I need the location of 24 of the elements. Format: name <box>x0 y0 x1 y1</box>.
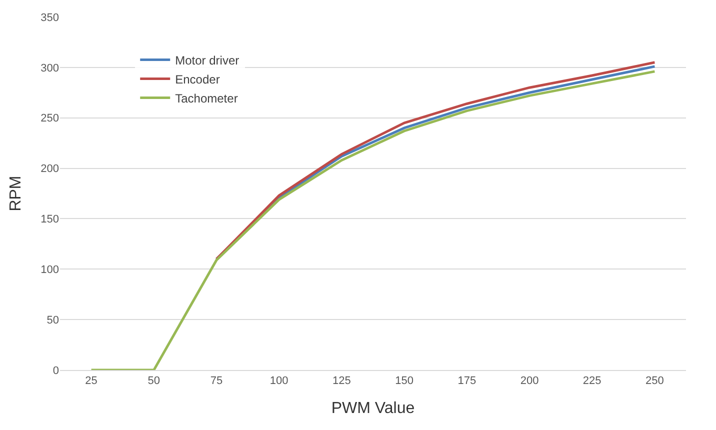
x-tick-label: 250 <box>646 375 664 388</box>
y-tick-label: 0 <box>52 364 59 377</box>
legend-label: Motor driver <box>175 53 240 68</box>
x-axis-title: PWM Value <box>331 400 415 417</box>
x-tick-label: 125 <box>332 375 351 388</box>
x-tick-label: 100 <box>270 375 288 388</box>
y-tick-label: 150 <box>40 214 59 226</box>
x-tick-label: 175 <box>458 375 476 388</box>
y-tick-label: 300 <box>40 62 59 74</box>
legend-label: Encoder <box>175 72 220 86</box>
x-tick-label: 25 <box>85 375 98 388</box>
line-series <box>90 70 656 370</box>
y-tick-label: 250 <box>40 112 59 125</box>
y-tick-label: 50 <box>46 314 59 326</box>
x-tick-label: 225 <box>582 375 602 388</box>
y-axis-title: RPM <box>8 176 25 212</box>
x-tick-label: 150 <box>395 375 414 388</box>
x-tick-label: 200 <box>520 375 539 388</box>
y-tick-label: 200 <box>40 163 59 176</box>
x-tick-label: 50 <box>148 375 160 388</box>
y-tick-label: 100 <box>40 264 59 276</box>
legend-label: Tachometer <box>175 91 238 106</box>
x-tick-label: 75 <box>210 375 223 388</box>
y-tick-label: 350 <box>40 12 59 24</box>
